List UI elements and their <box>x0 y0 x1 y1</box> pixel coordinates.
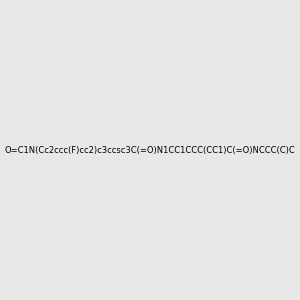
Text: O=C1N(Cc2ccc(F)cc2)c3ccsc3C(=O)N1CC1CCC(CC1)C(=O)NCCC(C)C: O=C1N(Cc2ccc(F)cc2)c3ccsc3C(=O)N1CC1CCC(… <box>4 146 296 154</box>
